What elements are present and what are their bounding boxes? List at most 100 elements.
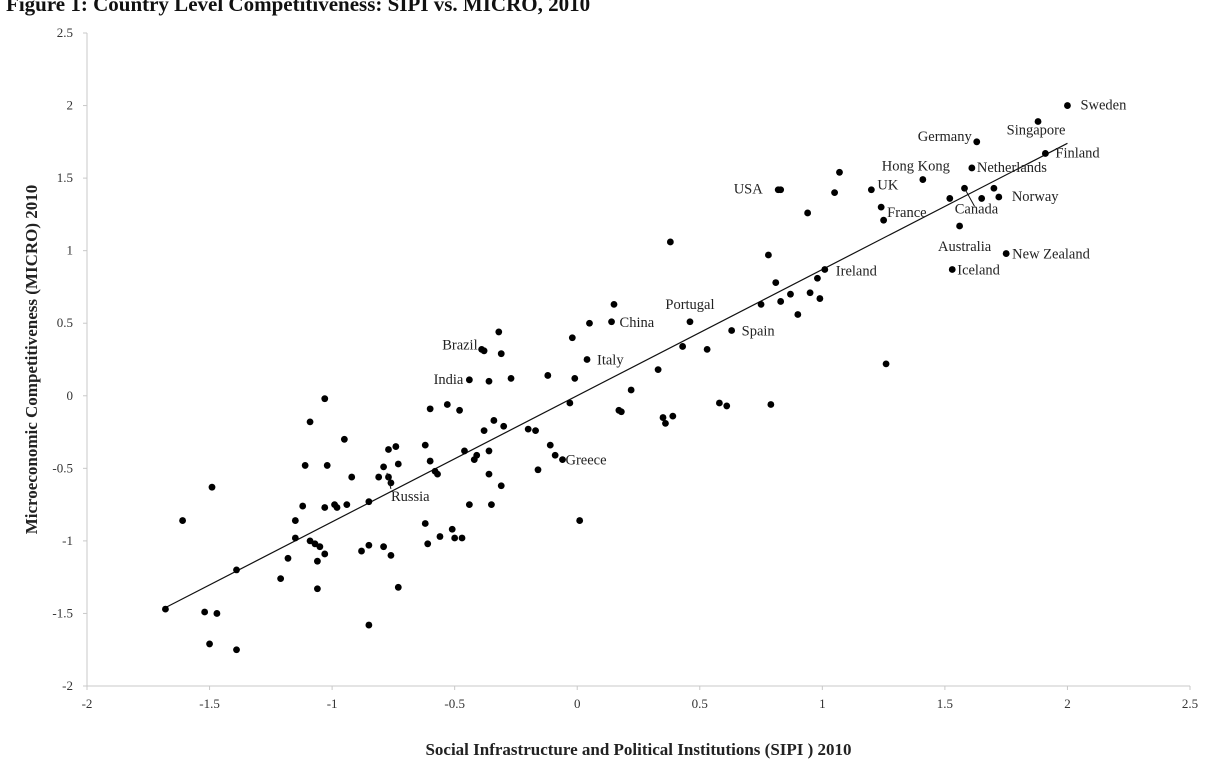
data-point xyxy=(421,441,429,449)
data-point-labeled xyxy=(1041,150,1049,157)
data-point xyxy=(208,483,216,491)
x-tick-label: -2 xyxy=(82,696,93,711)
data-point xyxy=(723,402,731,410)
trendline-group xyxy=(165,142,1068,609)
data-point xyxy=(343,501,351,509)
data-point-labeled xyxy=(728,327,736,334)
y-tick-label: -0.5 xyxy=(52,460,73,475)
y-axis-label: Microeconomic Competitiveness (MICRO) 20… xyxy=(22,185,41,535)
data-points xyxy=(162,102,1071,654)
data-point xyxy=(299,502,307,510)
y-tick-label: 0.5 xyxy=(57,315,73,330)
data-point xyxy=(703,345,711,353)
data-point xyxy=(434,470,441,478)
x-tick-label: 0.5 xyxy=(692,696,708,711)
data-point xyxy=(831,189,838,197)
point-label: Australia xyxy=(938,239,992,255)
y-tick-label: 1.5 xyxy=(57,170,73,185)
data-point-labeled xyxy=(1002,250,1010,257)
data-point xyxy=(544,372,552,379)
data-point xyxy=(836,168,843,176)
data-point xyxy=(473,451,481,459)
data-point xyxy=(571,374,579,382)
data-point xyxy=(456,406,463,414)
data-point xyxy=(495,328,503,336)
data-point xyxy=(284,554,292,562)
point-labels: Sweden Singapore Finland GermanyNetherlands… xyxy=(386,98,1127,505)
data-point xyxy=(291,534,299,542)
x-tick-label: 1.5 xyxy=(937,696,953,711)
label-leader-line xyxy=(386,472,392,489)
data-point xyxy=(458,534,466,542)
data-point xyxy=(323,462,331,469)
point-label: India xyxy=(434,372,464,388)
data-point xyxy=(314,585,321,593)
point-label: Canada xyxy=(955,201,999,217)
data-point xyxy=(348,473,356,481)
point-label: Netherlands xyxy=(977,160,1047,176)
data-point-labeled xyxy=(995,193,1003,201)
data-point xyxy=(500,422,508,430)
data-point xyxy=(424,540,432,548)
data-point xyxy=(365,498,373,506)
data-point-labeled xyxy=(956,222,963,230)
data-point xyxy=(534,466,542,474)
data-point xyxy=(380,463,387,471)
data-point xyxy=(421,520,429,527)
data-point xyxy=(436,533,444,540)
data-point xyxy=(659,414,667,421)
data-point xyxy=(787,290,794,298)
data-point xyxy=(814,274,821,282)
data-point xyxy=(321,504,329,511)
data-point xyxy=(507,374,515,382)
data-point xyxy=(387,552,395,559)
data-point xyxy=(669,412,677,420)
data-point xyxy=(576,517,584,524)
data-point xyxy=(385,446,392,453)
data-point-labeled xyxy=(608,318,615,326)
data-point xyxy=(233,566,240,574)
chart-axes xyxy=(86,33,1190,687)
x-tick-label: 1 xyxy=(819,696,826,711)
data-point-labeled xyxy=(465,376,473,384)
data-point xyxy=(426,457,434,465)
data-point xyxy=(757,300,765,308)
data-point xyxy=(794,311,802,318)
data-point xyxy=(201,608,209,616)
data-point-labeled xyxy=(583,356,591,363)
data-point xyxy=(358,547,365,555)
data-point xyxy=(666,238,674,246)
data-point xyxy=(461,447,468,455)
data-point xyxy=(804,209,812,217)
data-point xyxy=(480,427,488,435)
point-label: China xyxy=(620,315,655,331)
point-label: UK xyxy=(877,178,898,194)
point-label: Ireland xyxy=(836,264,878,280)
label-leader-line xyxy=(964,188,975,207)
data-point xyxy=(179,517,186,524)
point-label: Iceland xyxy=(957,263,1000,279)
data-point xyxy=(946,195,954,202)
data-point xyxy=(880,216,888,224)
data-point xyxy=(451,534,459,542)
point-label: Hong Kong xyxy=(882,159,950,175)
data-point xyxy=(306,537,314,545)
data-point xyxy=(306,418,314,426)
x-axis-label: Social Infrastructure and Political Inst… xyxy=(425,740,851,759)
data-point xyxy=(375,473,383,481)
data-point-labeled xyxy=(968,164,976,172)
point-label: Greece xyxy=(566,453,607,469)
data-point xyxy=(765,251,772,259)
data-point xyxy=(291,517,299,524)
data-point xyxy=(767,401,775,408)
data-point xyxy=(551,451,559,459)
data-point xyxy=(340,435,348,443)
data-point xyxy=(380,543,387,551)
data-point xyxy=(679,343,687,350)
point-label: Singapore xyxy=(1007,123,1066,139)
data-point xyxy=(610,300,618,308)
data-point xyxy=(662,419,669,427)
data-point xyxy=(206,640,213,648)
data-point-labeled xyxy=(686,318,694,326)
